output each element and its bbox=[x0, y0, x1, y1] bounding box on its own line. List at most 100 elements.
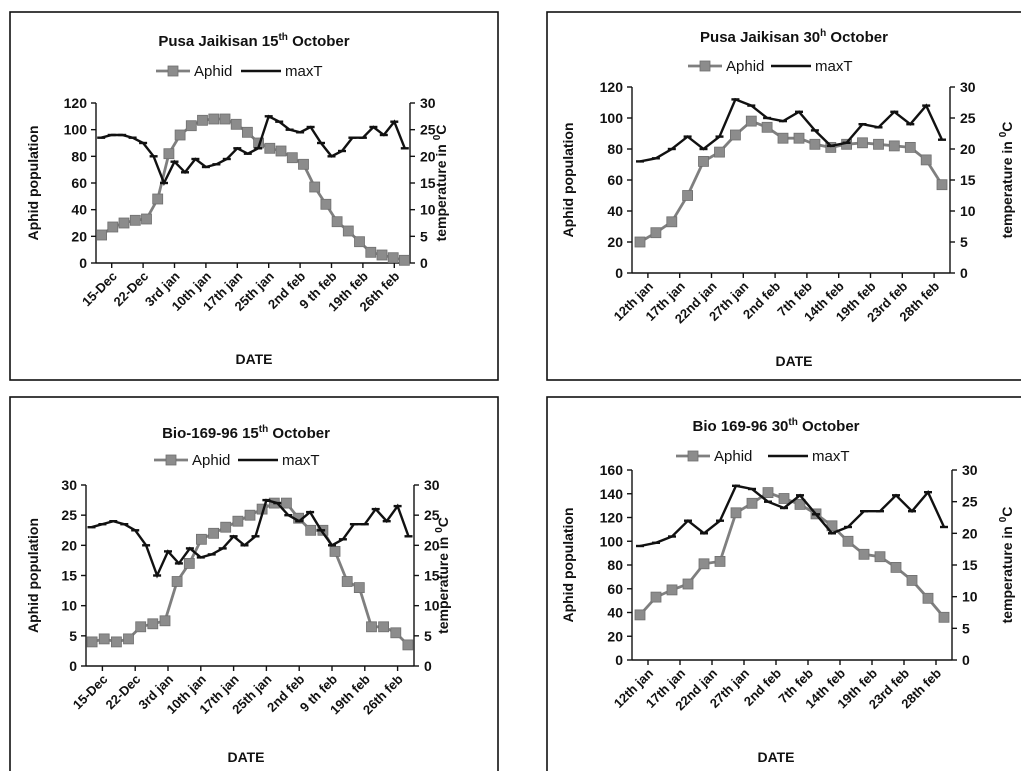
x-axis-title: DATE bbox=[757, 749, 794, 765]
x-axis-title: DATE bbox=[235, 351, 272, 367]
chart-title: Bio 169-96 30th October bbox=[692, 417, 859, 435]
aphid-point bbox=[809, 138, 821, 150]
maxt-series bbox=[636, 97, 946, 163]
aphid-point bbox=[922, 592, 934, 604]
chart-title-superscript: h bbox=[820, 28, 826, 39]
aphid-point bbox=[794, 498, 806, 510]
chart-title-rest: October bbox=[288, 33, 350, 50]
left-y-axis-title: Aphid population bbox=[25, 518, 41, 633]
left-y-tick-label: 30 bbox=[61, 477, 77, 493]
chart-title-main: Pusa Jaikisan 30 bbox=[700, 29, 820, 46]
aphid-series bbox=[86, 497, 414, 651]
aphid-point bbox=[730, 507, 742, 519]
aphid-point bbox=[378, 621, 390, 633]
aphid-point bbox=[141, 213, 152, 225]
aphid-point bbox=[920, 154, 932, 166]
x-axis-title: DATE bbox=[227, 749, 264, 765]
aphid-point bbox=[746, 497, 758, 509]
aphid-point bbox=[745, 115, 757, 127]
maxt-series-line bbox=[639, 484, 946, 548]
aphid-point bbox=[159, 615, 171, 627]
aphid-series-line bbox=[100, 117, 405, 262]
right-y-tick-label: 15 bbox=[960, 172, 976, 188]
legend: Aphid maxT bbox=[154, 452, 320, 469]
aphid-point bbox=[714, 146, 725, 158]
left-y-tick-label: 40 bbox=[607, 203, 623, 219]
left-y-tick-label: 80 bbox=[607, 141, 623, 157]
right-y-tick-label: 20 bbox=[960, 141, 976, 157]
legend-label-maxt: maxT bbox=[282, 452, 320, 469]
right-y-tick-label: 10 bbox=[420, 202, 436, 218]
right-y-axis-title-main: temperature in bbox=[999, 137, 1015, 238]
legend: Aphid maxT bbox=[676, 448, 850, 465]
left-y-tick-label: 0 bbox=[69, 658, 77, 674]
right-y-axis-title-rest: C bbox=[999, 122, 1015, 132]
aphid-point bbox=[698, 155, 709, 167]
aphid-point bbox=[280, 497, 292, 509]
aphid-point bbox=[208, 527, 220, 539]
aphid-point bbox=[682, 190, 693, 201]
aphid-point bbox=[387, 252, 399, 264]
aphid-point bbox=[938, 611, 950, 623]
left-y-tick-label: 0 bbox=[615, 265, 623, 281]
left-y-tick-label: 20 bbox=[607, 628, 623, 644]
chart-panel-4: Bio 169-96 30th October Aphid maxT 0 20 40 60 8… bbox=[546, 396, 1021, 771]
left-y-axis-title: Aphid population bbox=[560, 122, 576, 237]
aphid-point bbox=[244, 509, 256, 521]
left-y-tick-label: 140 bbox=[600, 486, 624, 502]
chart-panel-2: Pusa Jaikisan 30h October Aphid maxT 0 20 40 6… bbox=[546, 11, 1021, 381]
chart-panel-3: Bio-169-96 15th October Aphid maxT 0 5 10 15 20… bbox=[9, 396, 499, 771]
right-y-axis-title: temperature in 0C bbox=[434, 517, 451, 634]
right-y-axis-title: temperature in 0C bbox=[998, 122, 1015, 239]
right-y-axis-title-main: temperature in bbox=[433, 140, 449, 241]
panel-frame bbox=[9, 11, 499, 381]
aphid-point bbox=[129, 214, 141, 226]
x-axis-title: DATE bbox=[775, 353, 812, 369]
left-y-tick-label: 120 bbox=[600, 510, 624, 526]
aphid-point bbox=[366, 621, 377, 633]
legend-label-aphid: Aphid bbox=[192, 452, 230, 469]
right-y-tick-label: 15 bbox=[424, 568, 440, 584]
right-y-tick-label: 30 bbox=[960, 79, 976, 95]
aphid-point bbox=[286, 152, 298, 164]
maxt-series bbox=[87, 498, 413, 579]
aphid-point bbox=[890, 562, 902, 573]
aphid-point bbox=[305, 524, 317, 536]
right-y-tick-label: 20 bbox=[420, 148, 436, 164]
aphid-point bbox=[857, 137, 868, 149]
right-y-axis-title-rest: C bbox=[433, 125, 449, 135]
aphid-point bbox=[365, 246, 377, 258]
left-y-tick-label: 60 bbox=[71, 175, 87, 191]
right-y-tick-label: 0 bbox=[962, 652, 970, 668]
chart-title-main: Pusa Jaikisan 15 bbox=[158, 33, 278, 50]
left-y-tick-label: 80 bbox=[607, 557, 623, 573]
panel-frame bbox=[546, 396, 1021, 771]
left-y-tick-label: 160 bbox=[600, 462, 624, 478]
aphid-point bbox=[329, 546, 341, 557]
aphid-point bbox=[353, 582, 365, 593]
aphid-point bbox=[197, 114, 208, 126]
left-y-tick-label: 20 bbox=[607, 234, 623, 250]
aphid-point bbox=[402, 639, 414, 651]
chart-panel-1: Pusa Jaikisan 15th October Aphid maxT 0 20 40… bbox=[9, 11, 499, 381]
aphid-point bbox=[174, 129, 186, 141]
right-y-tick-label: 25 bbox=[424, 507, 440, 523]
aphid-point bbox=[341, 576, 353, 587]
right-y-tick-label: 30 bbox=[424, 477, 440, 493]
left-y-tick-label: 60 bbox=[607, 581, 623, 597]
aphid-point bbox=[666, 216, 678, 228]
aphid-point bbox=[666, 584, 678, 596]
right-y-tick-label: 30 bbox=[962, 462, 978, 478]
left-y-tick-label: 0 bbox=[615, 652, 623, 668]
right-y-tick-label: 15 bbox=[420, 175, 436, 191]
left-y-tick-label: 120 bbox=[64, 95, 88, 111]
aphid-point bbox=[682, 578, 694, 590]
chart-title: Pusa Jaikisan 30h October bbox=[700, 28, 888, 46]
chart-title-superscript: th bbox=[259, 424, 268, 435]
left-y-tick-label: 0 bbox=[79, 255, 87, 271]
legend-aphid-marker bbox=[699, 60, 711, 72]
right-y-tick-label: 20 bbox=[962, 525, 978, 541]
aphid-point bbox=[906, 575, 918, 586]
aphid-point bbox=[107, 221, 119, 233]
legend: Aphid maxT bbox=[156, 63, 323, 80]
